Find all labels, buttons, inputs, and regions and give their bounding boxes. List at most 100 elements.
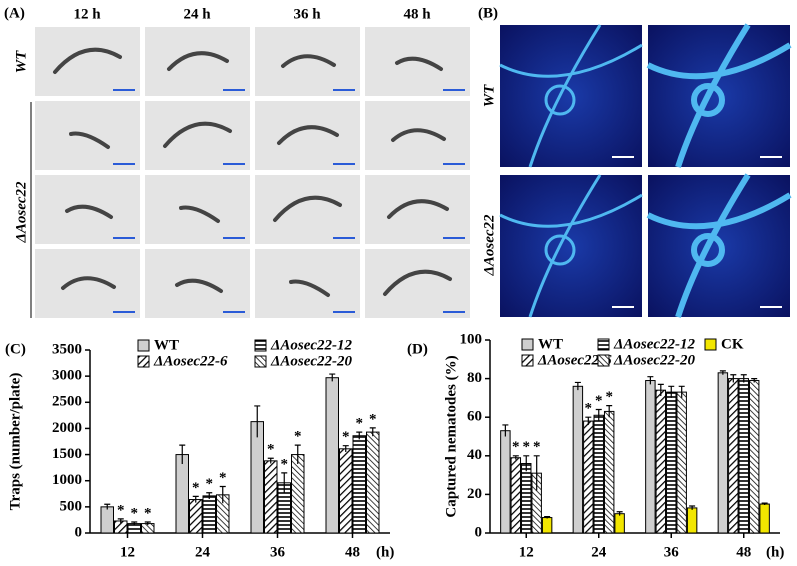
x-tick-label: 24 bbox=[195, 544, 211, 560]
nematode bbox=[273, 195, 342, 222]
x-tick-label: 36 bbox=[664, 544, 680, 560]
nematode bbox=[383, 269, 452, 296]
error-bar bbox=[730, 374, 737, 383]
bar bbox=[291, 454, 305, 534]
bar bbox=[676, 391, 687, 534]
bar bbox=[189, 499, 203, 534]
legend-swatch bbox=[254, 355, 267, 368]
x-tick-label: 48 bbox=[345, 544, 360, 560]
error-bar bbox=[523, 455, 530, 472]
bar bbox=[666, 391, 677, 534]
legend-label: WT bbox=[154, 337, 179, 353]
error-bar bbox=[574, 381, 581, 391]
y-tick-label: 60 bbox=[467, 409, 482, 425]
legend-swatch bbox=[254, 339, 267, 352]
micrograph bbox=[145, 101, 250, 170]
column-header: 36 h bbox=[293, 6, 321, 22]
significance-mark: * bbox=[356, 416, 364, 432]
micrograph bbox=[255, 101, 360, 170]
bar bbox=[583, 420, 594, 534]
hyphae bbox=[646, 23, 792, 168]
y-tick-label: 2500 bbox=[52, 394, 82, 410]
bar bbox=[339, 448, 353, 534]
fluorescence-image bbox=[500, 25, 642, 167]
micrograph bbox=[255, 175, 360, 244]
bar bbox=[686, 507, 698, 534]
nematode bbox=[65, 204, 113, 219]
bar bbox=[100, 506, 114, 534]
error-bar bbox=[544, 515, 551, 519]
error-bar bbox=[144, 521, 151, 526]
nematode bbox=[167, 51, 229, 71]
error-bar bbox=[616, 511, 623, 516]
error-bar bbox=[369, 427, 376, 437]
error-bar bbox=[533, 455, 540, 491]
nematode bbox=[391, 128, 446, 142]
significance-mark: * bbox=[595, 393, 603, 409]
column-header: 12 h bbox=[73, 6, 101, 22]
significance-mark: * bbox=[117, 502, 125, 518]
significance-mark: * bbox=[523, 439, 531, 455]
y-tick-label: 1500 bbox=[52, 446, 82, 462]
x-tick-label: 12 bbox=[120, 544, 135, 560]
bar bbox=[759, 503, 770, 534]
legend-swatch bbox=[704, 338, 717, 351]
x-unit: (h) bbox=[376, 544, 394, 560]
nematode bbox=[61, 276, 116, 290]
panel-label: (D) bbox=[407, 341, 428, 357]
error-bar bbox=[329, 373, 336, 382]
error-bar bbox=[356, 431, 363, 440]
x-tick-label: 24 bbox=[591, 544, 607, 560]
significance-mark: * bbox=[585, 401, 593, 417]
bar bbox=[175, 454, 189, 534]
nematode bbox=[175, 278, 223, 293]
error-bar bbox=[104, 503, 111, 510]
y-tick-label: 0 bbox=[475, 524, 483, 540]
significance-mark: * bbox=[131, 505, 139, 521]
micrograph bbox=[35, 175, 140, 244]
row-label: WT bbox=[481, 84, 497, 107]
error-bar bbox=[668, 385, 675, 398]
x-tick-label: 48 bbox=[736, 544, 751, 560]
error-bar bbox=[219, 485, 226, 504]
error-bar bbox=[192, 495, 199, 503]
bar bbox=[521, 463, 532, 534]
panel-label: (B) bbox=[478, 5, 498, 21]
error-bar bbox=[131, 521, 138, 526]
legend-label: ΔAosec22-6 bbox=[153, 353, 228, 369]
error-bar bbox=[512, 455, 519, 460]
nematode bbox=[387, 199, 449, 219]
legend-label: WT bbox=[538, 336, 563, 352]
y-tick-label: 1000 bbox=[52, 472, 82, 488]
legend-swatch bbox=[137, 339, 150, 352]
significance-mark: * bbox=[369, 411, 377, 427]
bar bbox=[541, 517, 553, 534]
hyphae bbox=[499, 174, 643, 318]
nematode bbox=[289, 279, 330, 297]
error-bar bbox=[689, 505, 696, 510]
legend-label: ΔAosec22-20 bbox=[270, 353, 353, 369]
y-tick-label: 80 bbox=[467, 370, 482, 386]
nematode bbox=[179, 205, 220, 223]
legend-label: CK bbox=[721, 336, 744, 352]
y-tick-label: 40 bbox=[467, 447, 482, 463]
nematode bbox=[277, 125, 339, 145]
bar bbox=[352, 435, 366, 534]
row-label: ΔAosec22 bbox=[13, 181, 29, 244]
significance-mark: * bbox=[219, 470, 227, 486]
error-bar bbox=[657, 383, 664, 396]
panel-label: (C) bbox=[5, 341, 26, 357]
y-tick-label: 20 bbox=[467, 486, 482, 502]
bar bbox=[728, 378, 739, 534]
error-bar bbox=[647, 376, 654, 385]
bar bbox=[614, 513, 625, 534]
error-bar bbox=[678, 385, 685, 398]
bar bbox=[717, 372, 729, 534]
significance-mark: * bbox=[294, 429, 302, 445]
bar bbox=[738, 378, 749, 534]
micrograph bbox=[365, 27, 470, 96]
error-bar bbox=[267, 457, 274, 464]
legend-swatch bbox=[597, 338, 610, 351]
legend-label: ΔAosec22-12 bbox=[613, 336, 696, 352]
bar bbox=[264, 460, 278, 534]
